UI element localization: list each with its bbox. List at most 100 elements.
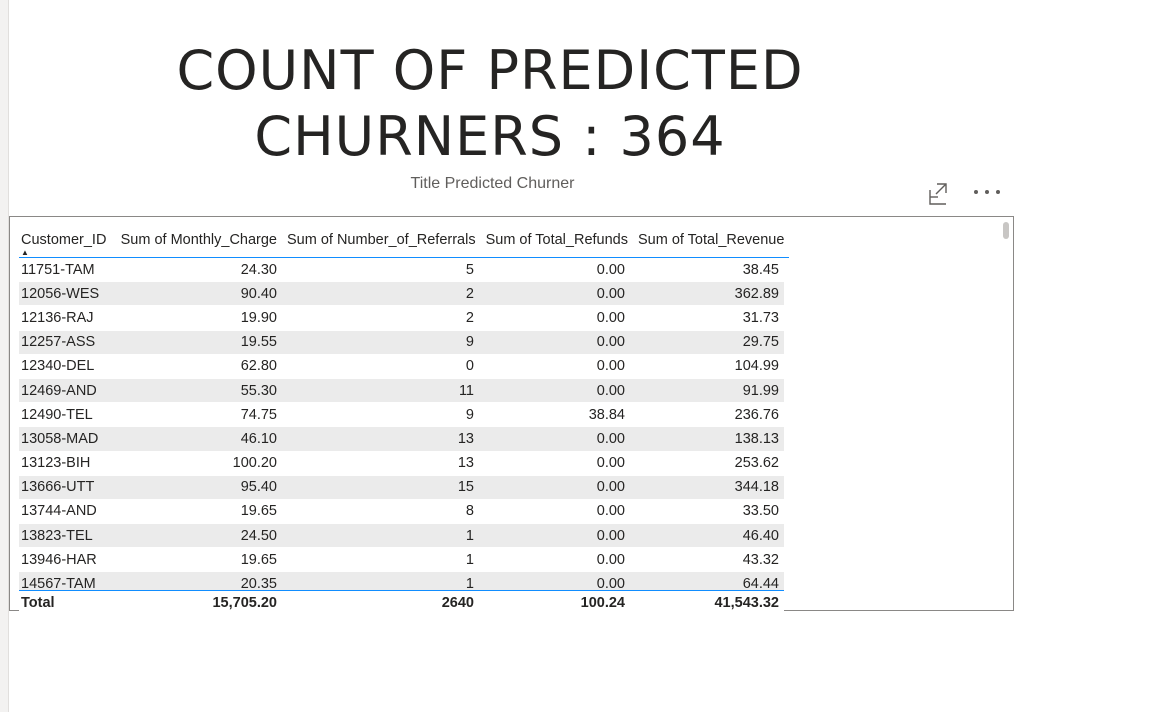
table-row[interactable]: 12340-DEL 62.80 0 0.00 104.99 [19, 354, 784, 379]
table-visual: Customer_ID ▲ Sum of Monthly_Charge Sum … [9, 216, 1014, 616]
cell-monthly-charge: 24.50 [114, 523, 282, 549]
cell-monthly-charge: 90.40 [114, 281, 282, 307]
cell-total-revenue: 104.99 [630, 354, 784, 379]
cell-number-of-referrals: 1 [282, 523, 479, 549]
visual-header [920, 178, 1010, 210]
total-number-of-referrals: 2640 [282, 590, 479, 616]
sort-ascending-icon: ▲ [21, 248, 29, 257]
cell-total-revenue: 91.99 [630, 378, 784, 404]
table-row[interactable]: 13058-MAD 46.10 13 0.00 138.13 [19, 426, 784, 452]
total-row: Total 15,705.20 2640 100.24 41,543.32 [19, 590, 784, 616]
churner-count-card: COUNT OF PREDICTED CHURNERS : 364 [120, 38, 860, 170]
cell-monthly-charge: 19.55 [114, 330, 282, 355]
cell-customer-id: 12469-AND [19, 378, 114, 404]
more-options-icon[interactable] [970, 182, 1006, 202]
cell-total-revenue: 64.44 [630, 571, 784, 590]
vertical-scrollbar[interactable] [1003, 222, 1009, 239]
cell-monthly-charge: 55.30 [114, 378, 282, 404]
cell-total-refunds: 0.00 [479, 330, 630, 355]
card-title-line-1: COUNT OF PREDICTED [176, 39, 804, 102]
cell-customer-id: 12340-DEL [19, 354, 114, 379]
cell-total-revenue: 344.18 [630, 475, 784, 500]
table-row[interactable]: 14567-TAM 20.35 1 0.00 64.44 [19, 571, 784, 590]
cell-monthly-charge: 19.65 [114, 499, 282, 525]
cell-number-of-referrals: 15 [282, 475, 479, 500]
table-body: 11751-TAM 24.30 5 0.00 38.45 12056-WES 90.40 2 0… [19, 258, 784, 590]
cell-total-revenue: 43.32 [630, 547, 784, 573]
table-row[interactable]: 12056-WES 90.40 2 0.00 362.89 [19, 281, 784, 307]
cell-number-of-referrals: 8 [282, 499, 479, 525]
table-total: Total 15,705.20 2640 100.24 41,543.32 [19, 590, 784, 616]
cell-total-refunds: 0.00 [479, 451, 630, 476]
table-row[interactable]: 11751-TAM 24.30 5 0.00 38.45 [19, 258, 784, 283]
cell-monthly-charge: 19.65 [114, 547, 282, 573]
cell-monthly-charge: 100.20 [114, 451, 282, 476]
total-total-revenue: 41,543.32 [630, 590, 784, 616]
table-row[interactable]: 13123-BIH 100.20 13 0.00 253.62 [19, 451, 784, 476]
data-table: Customer_ID ▲ Sum of Monthly_Charge Sum … [19, 223, 790, 258]
cell-customer-id: 13823-TEL [19, 523, 114, 549]
card-title-line-2: CHURNERS : 364 [254, 105, 726, 168]
cell-number-of-referrals: 0 [282, 354, 479, 379]
cell-total-revenue: 236.76 [630, 402, 784, 428]
table-row[interactable]: 13823-TEL 24.50 1 0.00 46.40 [19, 523, 784, 549]
card-subtitle: Title Predicted Churner [410, 175, 575, 192]
total-total-refunds: 100.24 [479, 590, 630, 616]
cell-number-of-referrals: 13 [282, 426, 479, 452]
table-row[interactable]: 13666-UTT 95.40 15 0.00 344.18 [19, 475, 784, 500]
cell-number-of-referrals: 2 [282, 305, 479, 331]
table-row[interactable]: 13744-AND 19.65 8 0.00 33.50 [19, 499, 784, 525]
cell-number-of-referrals: 9 [282, 330, 479, 355]
column-header-total-refunds[interactable]: Sum of Total_Refunds [480, 223, 633, 258]
table-container: Customer_ID ▲ Sum of Monthly_Charge Sum … [19, 223, 791, 616]
cell-number-of-referrals: 2 [282, 281, 479, 307]
cell-number-of-referrals: 1 [282, 571, 479, 590]
cell-number-of-referrals: 9 [282, 402, 479, 428]
table-row[interactable]: 12136-RAJ 19.90 2 0.00 31.73 [19, 305, 784, 331]
column-header-customer-id[interactable]: Customer_ID ▲ [19, 223, 114, 258]
cell-customer-id: 12257-ASS [19, 330, 114, 355]
cell-monthly-charge: 62.80 [114, 354, 282, 379]
cell-number-of-referrals: 11 [282, 378, 479, 404]
cell-customer-id: 13123-BIH [19, 451, 114, 476]
cell-total-revenue: 33.50 [630, 499, 784, 525]
cell-total-revenue: 46.40 [630, 523, 784, 549]
cell-total-refunds: 0.00 [479, 547, 630, 573]
cell-monthly-charge: 74.75 [114, 402, 282, 428]
column-header-monthly-charge[interactable]: Sum of Monthly_Charge [114, 223, 282, 258]
cell-total-refunds: 0.00 [479, 281, 630, 307]
cell-total-refunds: 0.00 [479, 258, 630, 283]
cell-total-refunds: 0.00 [479, 475, 630, 500]
column-header-total-revenue[interactable]: Sum of Total_Revenue [632, 223, 790, 258]
cell-total-refunds: 0.00 [479, 378, 630, 404]
cell-total-refunds: 0.00 [479, 426, 630, 452]
cell-total-revenue: 138.13 [630, 426, 784, 452]
canvas-left-edge [0, 0, 9, 712]
cell-monthly-charge: 19.90 [114, 305, 282, 331]
cell-total-revenue: 362.89 [630, 281, 784, 307]
cell-customer-id: 13058-MAD [19, 426, 114, 452]
cell-customer-id: 14567-TAM [19, 571, 114, 590]
table-row[interactable]: 12257-ASS 19.55 9 0.00 29.75 [19, 330, 784, 355]
focus-mode-icon[interactable] [928, 180, 950, 206]
table-body-viewport[interactable]: 11751-TAM 24.30 5 0.00 38.45 12056-WES 90.40 2 0… [19, 258, 791, 590]
cell-total-refunds: 0.00 [479, 499, 630, 525]
column-header-number-of-referrals[interactable]: Sum of Number_of_Referrals [282, 223, 481, 258]
cell-total-revenue: 29.75 [630, 330, 784, 355]
cell-total-revenue: 38.45 [630, 258, 784, 283]
cell-customer-id: 13744-AND [19, 499, 114, 525]
cell-customer-id: 11751-TAM [19, 258, 114, 283]
cell-total-revenue: 253.62 [630, 451, 784, 476]
cell-customer-id: 13666-UTT [19, 475, 114, 500]
cell-number-of-referrals: 5 [282, 258, 479, 283]
cell-number-of-referrals: 13 [282, 451, 479, 476]
cell-total-revenue: 31.73 [630, 305, 784, 331]
cell-customer-id: 12056-WES [19, 281, 114, 307]
table-row[interactable]: 13946-HAR 19.65 1 0.00 43.32 [19, 547, 784, 573]
table-row[interactable]: 12490-TEL 74.75 9 38.84 236.76 [19, 402, 784, 428]
table-row[interactable]: 12469-AND 55.30 11 0.00 91.99 [19, 378, 784, 404]
cell-total-refunds: 0.00 [479, 571, 630, 590]
cell-number-of-referrals: 1 [282, 547, 479, 573]
cell-customer-id: 13946-HAR [19, 547, 114, 573]
cell-monthly-charge: 20.35 [114, 571, 282, 590]
